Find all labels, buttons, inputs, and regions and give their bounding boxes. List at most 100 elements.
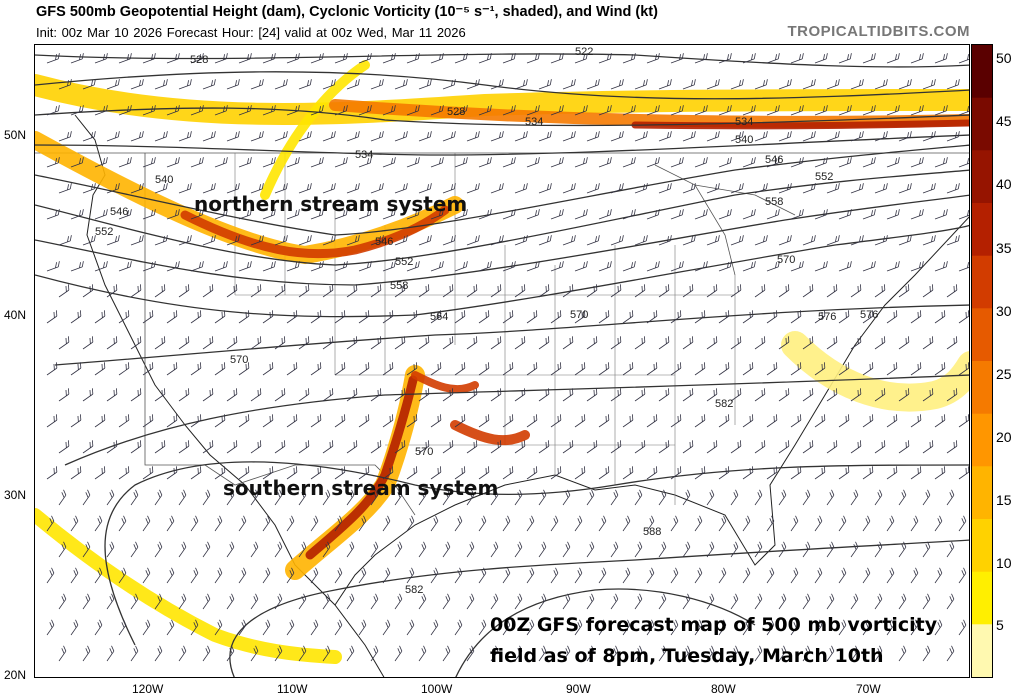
height-contour (35, 53, 969, 68)
wind-barbs (46, 53, 969, 662)
wind-barb (838, 414, 850, 428)
wind-barb (730, 440, 742, 454)
wind-barb (646, 466, 658, 480)
wind-barb (658, 593, 667, 610)
wind-barb (82, 645, 91, 662)
wind-barb (406, 209, 420, 220)
wind-barb (562, 131, 576, 142)
wind-barb (706, 284, 718, 298)
wind-barb (922, 593, 931, 610)
wind-barb (742, 414, 754, 428)
wind-barb (886, 567, 895, 584)
wind-barb (382, 53, 396, 64)
wind-barb (394, 541, 403, 558)
wind-barb (694, 466, 706, 480)
wind-barb (166, 310, 178, 324)
wind-barb (802, 489, 811, 506)
wind-barb (502, 157, 516, 168)
wind-barb (658, 79, 672, 90)
wind-barb (358, 466, 370, 480)
wind-barb (190, 53, 204, 64)
wind-barb (154, 284, 166, 298)
wind-barb (550, 261, 564, 272)
wind-barb (346, 489, 355, 506)
wind-barb (790, 105, 804, 116)
wind-barb (910, 515, 919, 532)
wind-barb (46, 209, 60, 220)
wind-barb (622, 414, 634, 428)
wind-barb (742, 619, 751, 636)
wind-barb (166, 619, 175, 636)
caption-line2: field as of 8pm, Tuesday, March 10th (490, 645, 884, 667)
wind-barb (622, 105, 636, 116)
wind-barb (718, 105, 732, 116)
wind-barb (502, 53, 516, 64)
wind-barb (886, 362, 898, 376)
wind-barb (910, 157, 924, 168)
colorbar-tick: 25 (996, 366, 1012, 382)
wind-barb (706, 131, 720, 142)
wind-barb (142, 53, 156, 64)
wind-barb (538, 131, 552, 142)
wind-barb (190, 515, 199, 532)
wind-barb (118, 515, 127, 532)
wind-barb (790, 310, 802, 324)
wind-barb (526, 261, 540, 272)
wind-barb (670, 515, 679, 532)
wind-barb (142, 414, 154, 428)
wind-barb (694, 567, 703, 584)
lat-label: 40N (4, 308, 27, 322)
wind-barb (778, 541, 787, 558)
wind-barb (814, 515, 823, 532)
wind-barb (574, 310, 586, 324)
wind-barb (118, 209, 132, 220)
wind-barb (46, 619, 55, 636)
wind-barb (718, 466, 730, 480)
wind-barb (718, 567, 727, 584)
wind-barb (706, 235, 720, 246)
wind-barb (418, 183, 432, 194)
wind-barb (130, 284, 142, 298)
wind-barb (898, 79, 912, 90)
wind-barb (190, 157, 204, 168)
wind-barb (910, 414, 922, 428)
contour-label: 522 (575, 46, 593, 58)
wind-barb (118, 466, 130, 480)
wind-barb (958, 106, 969, 116)
wind-barb (646, 414, 658, 428)
wind-barb (598, 53, 612, 64)
wind-barb (334, 53, 348, 64)
wind-barb (910, 466, 922, 480)
wind-barb (310, 567, 319, 584)
wind-barb (598, 105, 612, 116)
wind-barb (478, 209, 492, 220)
wind-barb (274, 645, 283, 662)
wind-barb (766, 105, 780, 116)
wind-barb (382, 362, 394, 376)
wind-barb (802, 440, 814, 454)
wind-barb (514, 79, 528, 90)
wind-barb (814, 209, 828, 220)
wind-barb (166, 567, 175, 584)
wind-barb (142, 567, 151, 584)
wind-barb (322, 79, 336, 90)
wind-barb (322, 645, 331, 662)
wind-barb (70, 157, 84, 168)
wind-barb (310, 362, 322, 376)
wind-barb (814, 362, 826, 376)
wind-barb (346, 440, 358, 454)
wind-barb (178, 183, 192, 194)
wind-barb (442, 336, 454, 350)
wind-barb (322, 131, 336, 142)
wind-barb (298, 336, 310, 350)
wind-barb (466, 489, 475, 506)
wind-barb (526, 362, 538, 376)
wind-barb (538, 284, 550, 298)
wind-barb (778, 336, 790, 350)
wind-barb (694, 362, 706, 376)
wind-barb (538, 336, 550, 350)
lon-label: 70W (856, 682, 881, 696)
wind-barb (370, 388, 382, 402)
wind-barb (802, 79, 816, 90)
wind-barb (238, 515, 247, 532)
